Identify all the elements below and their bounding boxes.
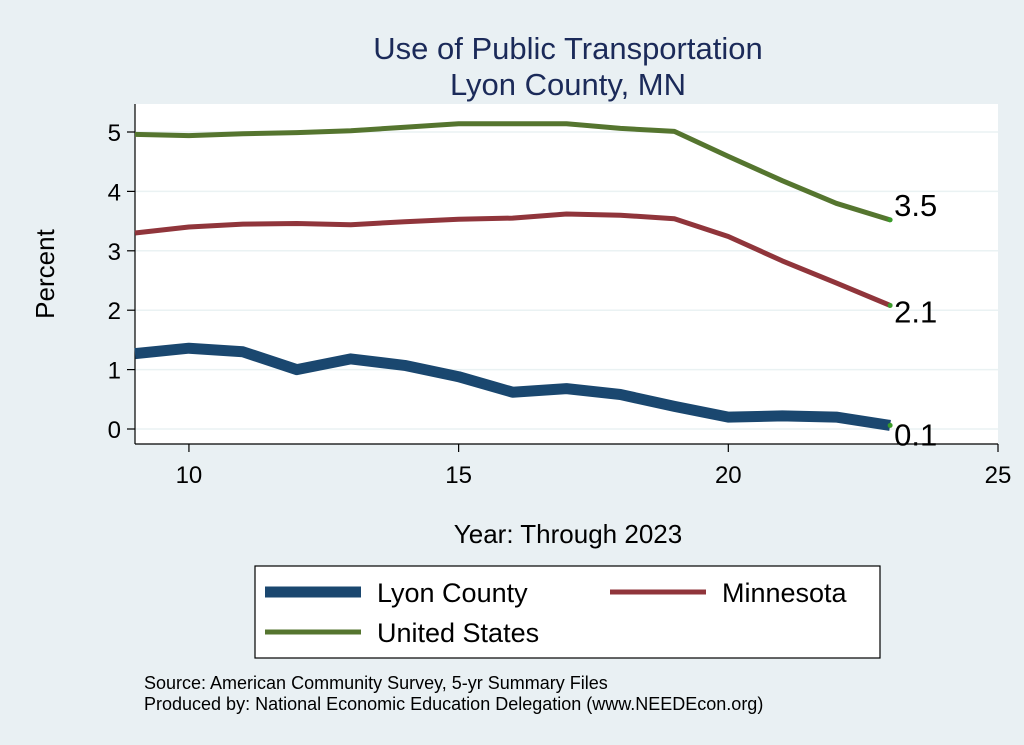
series-lines bbox=[134, 121, 893, 431]
legend-box bbox=[254, 565, 881, 659]
end-label-lyon-county: 0.1 bbox=[894, 417, 937, 452]
y-tick-label: 3 bbox=[108, 239, 121, 266]
chart-subtitle: Lyon County, MN bbox=[450, 67, 686, 102]
x-tick-label: 25 bbox=[985, 462, 1012, 489]
legend-label-minnesota: Minnesota bbox=[722, 578, 848, 608]
series-line-minnesota bbox=[134, 211, 892, 308]
y-tick-label: 0 bbox=[108, 417, 121, 444]
gridlines bbox=[135, 131, 998, 430]
legend-label-united-states: United States bbox=[377, 618, 539, 648]
series-end-point bbox=[887, 217, 893, 223]
y-tick-label: 2 bbox=[108, 298, 121, 325]
axes bbox=[127, 104, 999, 452]
x-tick-label: 15 bbox=[445, 462, 472, 489]
series-line-united-states bbox=[134, 121, 891, 223]
y-tick-label: 4 bbox=[108, 179, 121, 206]
source-note: Source: American Community Survey, 5-yr … bbox=[144, 673, 608, 693]
tick-labels: 0 1 2 3 4 5 10 15 20 25 bbox=[108, 120, 1012, 489]
x-tick-label: 20 bbox=[715, 462, 742, 489]
y-axis-label: Percent bbox=[30, 228, 60, 318]
end-label-minnesota: 2.1 bbox=[894, 294, 937, 329]
y-tick-label: 1 bbox=[108, 358, 121, 385]
end-label-united-states: 3.5 bbox=[894, 188, 937, 223]
series-end-point bbox=[887, 422, 893, 428]
x-axis-label: Year: Through 2023 bbox=[454, 519, 682, 549]
end-labels: 0.1 2.1 3.5 bbox=[894, 188, 937, 453]
chart-title: Use of Public Transportation bbox=[373, 31, 762, 66]
x-tick-label: 10 bbox=[176, 462, 203, 489]
producer-note: Produced by: National Economic Education… bbox=[144, 694, 763, 714]
legend-label-lyon-county: Lyon County bbox=[377, 578, 528, 608]
y-tick-label: 5 bbox=[108, 120, 121, 147]
series-line-lyon-county bbox=[134, 342, 891, 431]
series-end-point bbox=[887, 302, 893, 308]
legend: Lyon County Minnesota United States bbox=[254, 565, 881, 659]
